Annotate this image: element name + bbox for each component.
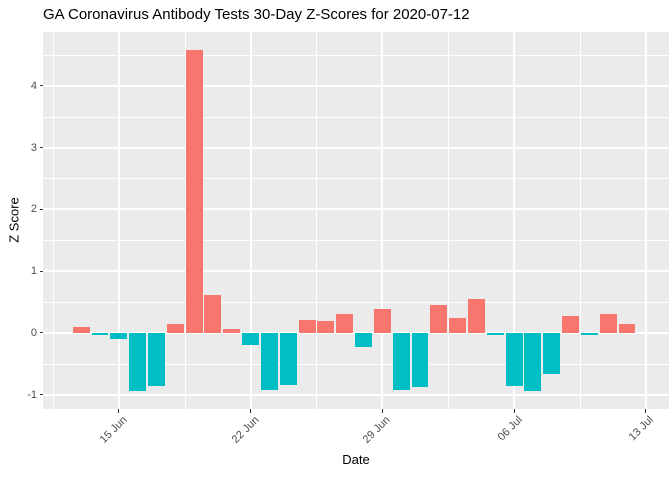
major-gridline-y — [43, 84, 669, 87]
bar — [580, 332, 598, 335]
minor-gridline-x — [316, 32, 318, 409]
plot-panel — [43, 32, 669, 409]
y-tick-label: 2 — [30, 203, 37, 216]
major-gridline-y — [43, 208, 669, 211]
x-tick-label-text: 29 Jun — [360, 414, 393, 446]
x-tick-label-text: 06 Jul — [495, 414, 525, 444]
bar — [505, 332, 523, 387]
y-tick-label: -1 — [27, 388, 37, 401]
bar — [166, 323, 184, 333]
y-tick-mark — [39, 394, 43, 396]
major-gridline-x — [249, 32, 252, 409]
y-axis-title-text: Z Score — [6, 197, 22, 243]
major-gridline-y — [43, 393, 669, 396]
y-tick-label: 1 — [30, 265, 37, 278]
minor-gridline-y — [43, 178, 669, 180]
y-tick-label: 4 — [30, 79, 37, 92]
bar — [599, 313, 617, 333]
minor-gridline-y — [43, 302, 669, 304]
minor-gridline-x — [52, 32, 54, 409]
bar — [430, 304, 448, 333]
major-gridline-x — [513, 32, 516, 409]
minor-gridline-y — [43, 363, 669, 365]
minor-gridline-y — [43, 240, 669, 242]
major-gridline-x — [644, 32, 647, 409]
bar — [110, 332, 128, 339]
bar — [411, 332, 429, 388]
major-gridline-y — [43, 146, 669, 149]
major-gridline-x — [117, 32, 120, 409]
bar — [223, 328, 241, 333]
bar — [260, 332, 278, 390]
y-tick-mark — [39, 85, 43, 87]
minor-gridline-x — [184, 32, 186, 409]
bar — [562, 315, 580, 333]
x-tick-mark — [118, 409, 120, 413]
x-tick-mark — [381, 409, 383, 413]
x-tick-label-text: 15 Jun — [97, 414, 130, 446]
bar — [449, 318, 467, 333]
bar — [242, 332, 260, 346]
bar — [355, 332, 372, 347]
bar — [524, 332, 542, 392]
bar — [467, 298, 485, 333]
y-tick-label: 0 — [30, 326, 37, 339]
y-tick-label: 3 — [30, 141, 37, 154]
major-gridline-x — [381, 32, 384, 409]
x-tick-label-text: 13 Jul — [627, 414, 657, 444]
y-tick-mark — [39, 147, 43, 149]
minor-gridline-y — [43, 54, 669, 56]
bar — [72, 327, 90, 333]
y-tick-mark — [39, 332, 43, 334]
bar — [298, 320, 316, 333]
bar — [373, 309, 391, 333]
bar — [486, 332, 504, 335]
x-axis-title: Date — [342, 452, 370, 467]
major-gridline-y — [43, 270, 669, 273]
chart-title: GA Coronavirus Antibody Tests 30-Day Z-S… — [43, 6, 470, 23]
y-tick-mark — [39, 208, 43, 210]
bar — [543, 332, 561, 374]
bar — [279, 332, 297, 385]
y-tick-mark — [39, 270, 43, 272]
x-tick-mark — [513, 409, 515, 413]
x-tick-label-text: 22 Jun — [229, 414, 262, 446]
bar — [185, 49, 203, 333]
bar — [204, 295, 222, 333]
minor-gridline-y — [43, 116, 669, 118]
bar — [317, 320, 335, 333]
bar — [618, 323, 636, 333]
x-tick-mark — [645, 409, 647, 413]
bar — [392, 332, 410, 390]
x-tick-mark — [250, 409, 252, 413]
bar — [91, 332, 109, 335]
bar — [129, 332, 147, 392]
minor-gridline-x — [448, 32, 450, 409]
bar — [148, 332, 165, 387]
minor-gridline-x — [579, 32, 581, 409]
bar — [336, 313, 354, 333]
